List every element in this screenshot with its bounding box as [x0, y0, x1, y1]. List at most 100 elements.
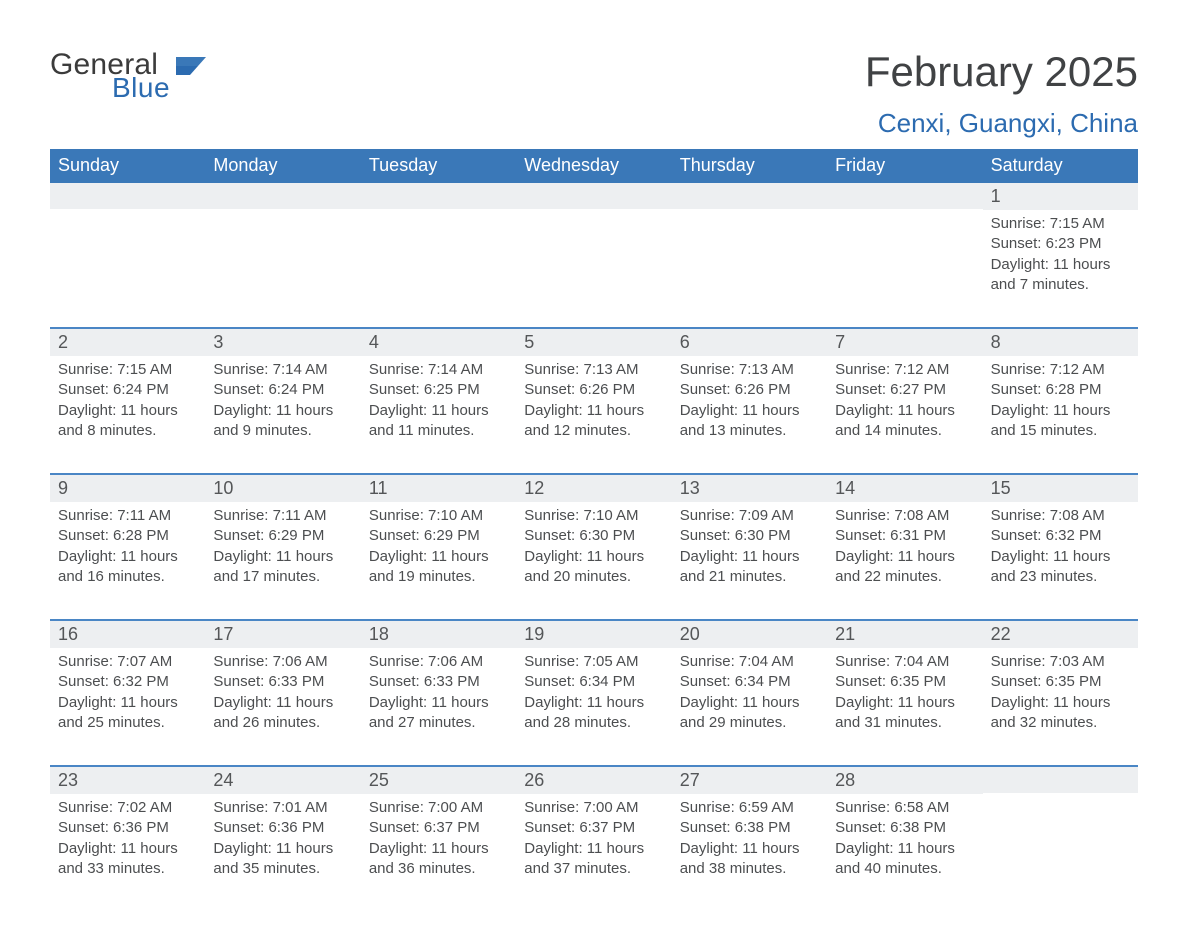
flag-icon: [176, 54, 206, 81]
sunrise-text: Sunrise: 7:12 AM: [835, 360, 974, 380]
calendar-cell: [361, 183, 516, 301]
day-number: 2: [50, 329, 205, 356]
sunset-text: Sunset: 6:34 PM: [680, 672, 819, 692]
sunrise-text: Sunrise: 6:58 AM: [835, 798, 974, 818]
sunset-text: Sunset: 6:38 PM: [835, 818, 974, 838]
calendar-cell: 17Sunrise: 7:06 AMSunset: 6:33 PMDayligh…: [205, 621, 360, 739]
day-number: 5: [516, 329, 671, 356]
day-info: Sunrise: 7:04 AMSunset: 6:34 PMDaylight:…: [680, 652, 819, 733]
weekday-header: Tuesday: [361, 149, 516, 183]
sunrise-text: Sunrise: 7:01 AM: [213, 798, 352, 818]
day-info: Sunrise: 7:10 AMSunset: 6:29 PMDaylight:…: [369, 506, 508, 587]
day-number: 4: [361, 329, 516, 356]
day-number: 6: [672, 329, 827, 356]
calendar-cell: 25Sunrise: 7:00 AMSunset: 6:37 PMDayligh…: [361, 767, 516, 885]
weekday-header: Saturday: [983, 149, 1138, 183]
sunrise-text: Sunrise: 7:15 AM: [58, 360, 197, 380]
calendar-cell: [205, 183, 360, 301]
day-number: 9: [50, 475, 205, 502]
daylight-text: Daylight: 11 hours and 22 minutes.: [835, 547, 974, 588]
day-number: [672, 183, 827, 209]
day-number: 24: [205, 767, 360, 794]
day-info: Sunrise: 7:03 AMSunset: 6:35 PMDaylight:…: [991, 652, 1130, 733]
calendar-cell: 10Sunrise: 7:11 AMSunset: 6:29 PMDayligh…: [205, 475, 360, 593]
calendar-cell: 7Sunrise: 7:12 AMSunset: 6:27 PMDaylight…: [827, 329, 982, 447]
day-number: 21: [827, 621, 982, 648]
day-info: Sunrise: 7:06 AMSunset: 6:33 PMDaylight:…: [369, 652, 508, 733]
day-info: Sunrise: 7:13 AMSunset: 6:26 PMDaylight:…: [524, 360, 663, 441]
sunset-text: Sunset: 6:34 PM: [524, 672, 663, 692]
sunset-text: Sunset: 6:38 PM: [680, 818, 819, 838]
calendar-cell: 8 Sunrise: 7:12 AMSunset: 6:28 PMDaylight…: [983, 329, 1138, 447]
sunset-text: Sunset: 6:33 PM: [213, 672, 352, 692]
sunset-text: Sunset: 6:29 PM: [369, 526, 508, 546]
day-number: [983, 767, 1138, 793]
header: General Blue February 2025 Cenxi, Guangx…: [50, 50, 1138, 139]
day-info: Sunrise: 7:15 AMSunset: 6:24 PMDaylight:…: [58, 360, 197, 441]
day-number: 22: [983, 621, 1138, 648]
day-info: Sunrise: 7:09 AMSunset: 6:30 PMDaylight:…: [680, 506, 819, 587]
day-number: 1: [983, 183, 1138, 210]
day-info: Sunrise: 7:07 AMSunset: 6:32 PMDaylight:…: [58, 652, 197, 733]
daylight-text: Daylight: 11 hours and 17 minutes.: [213, 547, 352, 588]
sunset-text: Sunset: 6:26 PM: [680, 380, 819, 400]
calendar-cell: 9Sunrise: 7:11 AMSunset: 6:28 PMDaylight…: [50, 475, 205, 593]
sunrise-text: Sunrise: 7:10 AM: [369, 506, 508, 526]
day-info: Sunrise: 7:11 AMSunset: 6:29 PMDaylight:…: [213, 506, 352, 587]
day-number: 8: [983, 329, 1138, 356]
sunset-text: Sunset: 6:26 PM: [524, 380, 663, 400]
day-number: 7: [827, 329, 982, 356]
daylight-text: Daylight: 11 hours and 15 minutes.: [991, 401, 1130, 442]
weekday-header-row: Sunday Monday Tuesday Wednesday Thursday…: [50, 149, 1138, 183]
sunrise-text: Sunrise: 6:59 AM: [680, 798, 819, 818]
day-number: [50, 183, 205, 209]
calendar-week: 1Sunrise: 7:15 AMSunset: 6:23 PMDaylight…: [50, 183, 1138, 301]
title-block: February 2025 Cenxi, Guangxi, China: [865, 50, 1138, 139]
logo: General Blue: [50, 50, 206, 102]
day-info: Sunrise: 7:10 AMSunset: 6:30 PMDaylight:…: [524, 506, 663, 587]
calendar-cell: 14Sunrise: 7:08 AMSunset: 6:31 PMDayligh…: [827, 475, 982, 593]
calendar-cell: 27Sunrise: 6:59 AMSunset: 6:38 PMDayligh…: [672, 767, 827, 885]
sunset-text: Sunset: 6:28 PM: [58, 526, 197, 546]
sunset-text: Sunset: 6:28 PM: [991, 380, 1130, 400]
sunset-text: Sunset: 6:36 PM: [213, 818, 352, 838]
sunset-text: Sunset: 6:35 PM: [835, 672, 974, 692]
sunset-text: Sunset: 6:36 PM: [58, 818, 197, 838]
calendar-cell: [983, 767, 1138, 885]
day-info: Sunrise: 7:05 AMSunset: 6:34 PMDaylight:…: [524, 652, 663, 733]
sunrise-text: Sunrise: 7:14 AM: [369, 360, 508, 380]
day-info: Sunrise: 7:08 AMSunset: 6:32 PMDaylight:…: [991, 506, 1130, 587]
calendar-cell: 5 Sunrise: 7:13 AMSunset: 6:26 PMDaylight…: [516, 329, 671, 447]
day-info: Sunrise: 7:12 AMSunset: 6:28 PMDaylight:…: [991, 360, 1130, 441]
day-number: 18: [361, 621, 516, 648]
sunset-text: Sunset: 6:30 PM: [680, 526, 819, 546]
day-number: 20: [672, 621, 827, 648]
daylight-text: Daylight: 11 hours and 28 minutes.: [524, 693, 663, 734]
calendar-cell: [50, 183, 205, 301]
weeks-container: 1Sunrise: 7:15 AMSunset: 6:23 PMDaylight…: [50, 183, 1138, 885]
calendar-week: 23Sunrise: 7:02 AMSunset: 6:36 PMDayligh…: [50, 765, 1138, 885]
day-number: 26: [516, 767, 671, 794]
sunrise-text: Sunrise: 7:13 AM: [680, 360, 819, 380]
sunset-text: Sunset: 6:37 PM: [369, 818, 508, 838]
sunset-text: Sunset: 6:24 PM: [58, 380, 197, 400]
calendar-cell: 2 Sunrise: 7:15 AMSunset: 6:24 PMDaylight…: [50, 329, 205, 447]
sunset-text: Sunset: 6:29 PM: [213, 526, 352, 546]
calendar-cell: [827, 183, 982, 301]
sunrise-text: Sunrise: 7:03 AM: [991, 652, 1130, 672]
daylight-text: Daylight: 11 hours and 23 minutes.: [991, 547, 1130, 588]
sunrise-text: Sunrise: 7:10 AM: [524, 506, 663, 526]
daylight-text: Daylight: 11 hours and 40 minutes.: [835, 839, 974, 880]
calendar-cell: 20 Sunrise: 7:04 AMSunset: 6:34 PMDayligh…: [672, 621, 827, 739]
sunrise-text: Sunrise: 7:11 AM: [213, 506, 352, 526]
location-subtitle: Cenxi, Guangxi, China: [865, 108, 1138, 139]
calendar-cell: 21Sunrise: 7:04 AMSunset: 6:35 PMDayligh…: [827, 621, 982, 739]
sunrise-text: Sunrise: 7:08 AM: [835, 506, 974, 526]
daylight-text: Daylight: 11 hours and 36 minutes.: [369, 839, 508, 880]
day-info: Sunrise: 7:08 AMSunset: 6:31 PMDaylight:…: [835, 506, 974, 587]
daylight-text: Daylight: 11 hours and 11 minutes.: [369, 401, 508, 442]
weekday-header: Friday: [827, 149, 982, 183]
calendar-cell: 19Sunrise: 7:05 AMSunset: 6:34 PMDayligh…: [516, 621, 671, 739]
day-info: Sunrise: 7:01 AMSunset: 6:36 PMDaylight:…: [213, 798, 352, 879]
sunset-text: Sunset: 6:27 PM: [835, 380, 974, 400]
